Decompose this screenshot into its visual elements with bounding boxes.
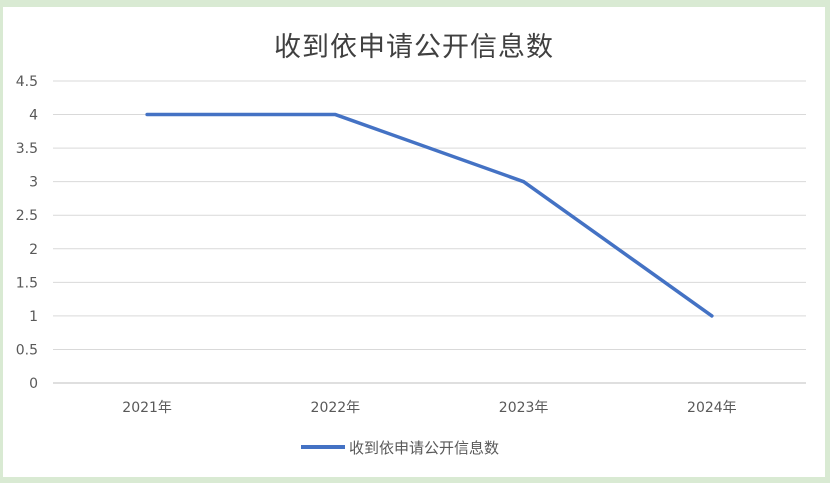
y-tick-label: 3 <box>29 175 38 191</box>
line-chart: 0 0.5 1 1.5 2 2.5 3 3.5 4 4.5 2021年 2022年 2023年 2024… <box>16 74 806 457</box>
x-tick-label: 2024年 <box>687 400 737 416</box>
series-group <box>145 112 714 318</box>
x-tick-label: 2022年 <box>311 400 361 416</box>
x-tick-label: 2023年 <box>499 400 549 416</box>
x-tick-label: 2021年 <box>122 400 172 416</box>
x-axis-ticks: 2021年 2022年 2023年 2024年 <box>122 400 736 416</box>
y-axis-ticks: 0 0.5 1 1.5 2 2.5 3 3.5 4 4.5 <box>16 74 38 392</box>
y-tick-label: 0 <box>29 376 38 392</box>
y-tick-label: 3.5 <box>16 141 38 157</box>
data-point <box>522 180 526 184</box>
chart-title: 收到依申请公开信息数 <box>274 32 554 63</box>
y-tick-label: 1 <box>29 309 38 325</box>
series-line <box>145 112 714 318</box>
y-tick-label: 2 <box>29 242 38 258</box>
data-point <box>333 113 337 117</box>
y-tick-label: 2.5 <box>16 208 38 224</box>
legend[interactable]: 收到依申请公开信息数 <box>301 439 499 457</box>
y-tick-label: 0.5 <box>16 342 38 358</box>
gridlines <box>53 80 806 384</box>
data-point <box>710 314 714 318</box>
data-point <box>145 113 149 117</box>
y-tick-label: 4.5 <box>16 74 38 90</box>
legend-label: 收到依申请公开信息数 <box>349 439 499 457</box>
y-tick-label: 4 <box>29 108 38 124</box>
chart-area: 收到依申请公开信息数 0 0.5 1 1.5 2 2.5 3 3.5 4 4.5 2021年 202… <box>3 7 825 477</box>
y-tick-label: 1.5 <box>16 275 38 291</box>
